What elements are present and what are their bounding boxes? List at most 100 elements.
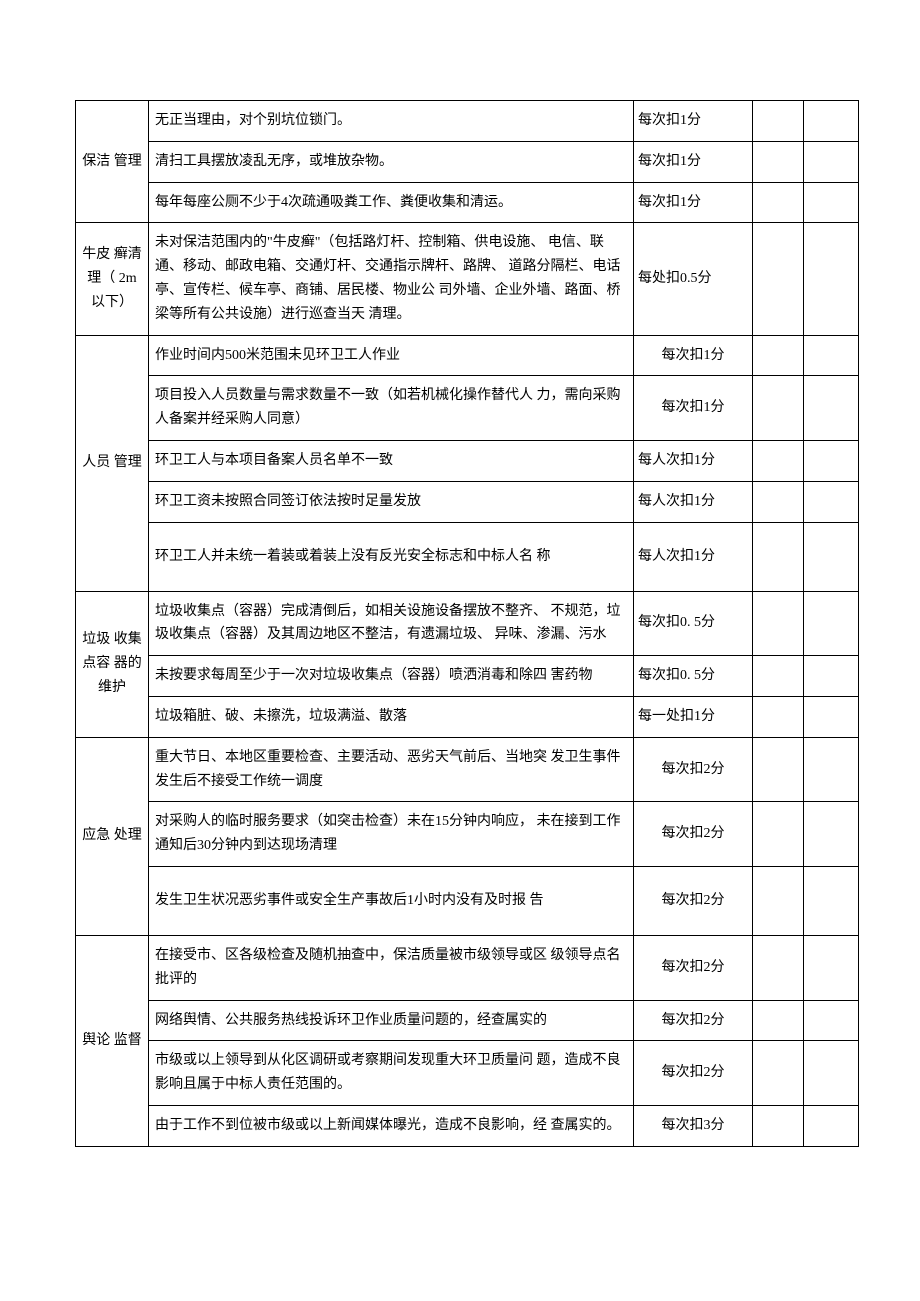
score-cell: 每次扣2分 bbox=[634, 737, 753, 802]
table-row: 未按要求每周至少于一次对垃圾收集点（容器）喷洒消毒和除四 害药物 每次扣0. 5… bbox=[76, 656, 859, 697]
category-cell: 牛皮 癣清 理（ 2m 以下） bbox=[76, 223, 149, 335]
blank-cell bbox=[804, 101, 859, 142]
category-cell: 保洁 管理 bbox=[76, 101, 149, 223]
score-cell: 每次扣2分 bbox=[634, 935, 753, 1000]
score-cell: 每人次扣1分 bbox=[634, 440, 753, 481]
table-row: 对采购人的临时服务要求（如突击检查）未在15分钟内响应， 未在接到工作通知后30… bbox=[76, 802, 859, 867]
blank-cell bbox=[753, 182, 804, 223]
score-cell: 每一处扣1分 bbox=[634, 696, 753, 737]
score-cell: 每次扣0. 5分 bbox=[634, 656, 753, 697]
blank-cell bbox=[804, 696, 859, 737]
score-cell: 每人次扣1分 bbox=[634, 522, 753, 591]
description-cell: 重大节日、本地区重要检查、主要活动、恶劣天气前后、当地突 发卫生事件发生后不接受… bbox=[149, 737, 634, 802]
table-row: 保洁 管理 无正当理由，对个别坑位锁门。 每次扣1分 bbox=[76, 101, 859, 142]
description-cell: 作业时间内500米范围未见环卫工人作业 bbox=[149, 335, 634, 376]
category-cell: 应急 处理 bbox=[76, 737, 149, 935]
description-cell: 垃圾箱脏、破、未擦洗，垃圾满溢、散落 bbox=[149, 696, 634, 737]
blank-cell bbox=[753, 696, 804, 737]
table-row: 清扫工具摆放凌乱无序，或堆放杂物。 每次扣1分 bbox=[76, 141, 859, 182]
table-row: 项目投入人员数量与需求数量不一致（如若机械化操作替代人 力，需向采购人备案并经采… bbox=[76, 376, 859, 441]
score-cell: 每次扣2分 bbox=[634, 802, 753, 867]
table-row: 舆论 监督 在接受市、区各级检查及随机抽查中，保洁质量被市级领导或区 级领导点名… bbox=[76, 935, 859, 1000]
table-row: 市级或以上领导到从化区调研或考察期间发现重大环卫质量问 题，造成不良影响且属于中… bbox=[76, 1041, 859, 1106]
blank-cell bbox=[753, 223, 804, 335]
score-cell: 每次扣1分 bbox=[634, 101, 753, 142]
description-cell: 项目投入人员数量与需求数量不一致（如若机械化操作替代人 力，需向采购人备案并经采… bbox=[149, 376, 634, 441]
blank-cell bbox=[804, 1000, 859, 1041]
blank-cell bbox=[753, 440, 804, 481]
blank-cell bbox=[753, 591, 804, 656]
table-row: 人员 管理 作业时间内500米范围未见环卫工人作业 每次扣1分 bbox=[76, 335, 859, 376]
table-row: 垃圾箱脏、破、未擦洗，垃圾满溢、散落 每一处扣1分 bbox=[76, 696, 859, 737]
category-cell: 舆论 监督 bbox=[76, 935, 149, 1146]
assessment-table: 保洁 管理 无正当理由，对个别坑位锁门。 每次扣1分 清扫工具摆放凌乱无序，或堆… bbox=[75, 100, 859, 1147]
blank-cell bbox=[804, 141, 859, 182]
description-cell: 网络舆情、公共服务热线投诉环卫作业质量问题的，经查属实的 bbox=[149, 1000, 634, 1041]
score-cell: 每人次扣1分 bbox=[634, 481, 753, 522]
table-row: 环卫工人并未统一着装或着装上没有反光安全标志和中标人名 称 每人次扣1分 bbox=[76, 522, 859, 591]
blank-cell bbox=[804, 1041, 859, 1106]
table-row: 牛皮 癣清 理（ 2m 以下） 未对保洁范围内的"牛皮癣"（包括路灯杆、控制箱、… bbox=[76, 223, 859, 335]
score-cell: 每次扣1分 bbox=[634, 141, 753, 182]
blank-cell bbox=[753, 1041, 804, 1106]
blank-cell bbox=[804, 182, 859, 223]
score-cell: 每次扣2分 bbox=[634, 1041, 753, 1106]
table-row: 发生卫生状况恶劣事件或安全生产事故后1小时内没有及时报 告 每次扣2分 bbox=[76, 866, 859, 935]
table-row: 垃圾 收集 点容 器的维护 垃圾收集点（容器）完成清倒后，如相关设施设备摆放不整… bbox=[76, 591, 859, 656]
table-row: 网络舆情、公共服务热线投诉环卫作业质量问题的，经查属实的 每次扣2分 bbox=[76, 1000, 859, 1041]
blank-cell bbox=[753, 376, 804, 441]
description-cell: 由于工作不到位被市级或以上新闻媒体曝光，造成不良影响，经 查属实的。 bbox=[149, 1105, 634, 1146]
description-cell: 发生卫生状况恶劣事件或安全生产事故后1小时内没有及时报 告 bbox=[149, 866, 634, 935]
blank-cell bbox=[804, 440, 859, 481]
blank-cell bbox=[753, 866, 804, 935]
score-cell: 每次扣0. 5分 bbox=[634, 591, 753, 656]
blank-cell bbox=[753, 737, 804, 802]
description-cell: 环卫工人与本项目备案人员名单不一致 bbox=[149, 440, 634, 481]
description-cell: 环卫工资未按照合同签订依法按时足量发放 bbox=[149, 481, 634, 522]
description-cell: 每年每座公厕不少于4次疏通吸粪工作、粪便收集和清运。 bbox=[149, 182, 634, 223]
description-cell: 环卫工人并未统一着装或着装上没有反光安全标志和中标人名 称 bbox=[149, 522, 634, 591]
blank-cell bbox=[804, 481, 859, 522]
blank-cell bbox=[753, 481, 804, 522]
description-cell: 垃圾收集点（容器）完成清倒后，如相关设施设备摆放不整齐、 不规范，垃圾收集点（容… bbox=[149, 591, 634, 656]
table-row: 每年每座公厕不少于4次疏通吸粪工作、粪便收集和清运。 每次扣1分 bbox=[76, 182, 859, 223]
score-cell: 每次扣2分 bbox=[634, 1000, 753, 1041]
blank-cell bbox=[753, 522, 804, 591]
blank-cell bbox=[804, 866, 859, 935]
category-cell: 人员 管理 bbox=[76, 335, 149, 591]
blank-cell bbox=[804, 223, 859, 335]
score-cell: 每处扣0.5分 bbox=[634, 223, 753, 335]
blank-cell bbox=[753, 335, 804, 376]
blank-cell bbox=[804, 802, 859, 867]
description-cell: 无正当理由，对个别坑位锁门。 bbox=[149, 101, 634, 142]
blank-cell bbox=[804, 335, 859, 376]
blank-cell bbox=[804, 656, 859, 697]
blank-cell bbox=[753, 802, 804, 867]
score-cell: 每次扣1分 bbox=[634, 335, 753, 376]
blank-cell bbox=[753, 141, 804, 182]
blank-cell bbox=[753, 1105, 804, 1146]
table-row: 环卫工资未按照合同签订依法按时足量发放 每人次扣1分 bbox=[76, 481, 859, 522]
description-cell: 在接受市、区各级检查及随机抽查中，保洁质量被市级领导或区 级领导点名批评的 bbox=[149, 935, 634, 1000]
score-cell: 每次扣3分 bbox=[634, 1105, 753, 1146]
blank-cell bbox=[804, 1105, 859, 1146]
document-page: 保洁 管理 无正当理由，对个别坑位锁门。 每次扣1分 清扫工具摆放凌乱无序，或堆… bbox=[0, 0, 920, 1207]
description-cell: 未按要求每周至少于一次对垃圾收集点（容器）喷洒消毒和除四 害药物 bbox=[149, 656, 634, 697]
table-row: 环卫工人与本项目备案人员名单不一致 每人次扣1分 bbox=[76, 440, 859, 481]
blank-cell bbox=[804, 522, 859, 591]
description-cell: 市级或以上领导到从化区调研或考察期间发现重大环卫质量问 题，造成不良影响且属于中… bbox=[149, 1041, 634, 1106]
blank-cell bbox=[753, 1000, 804, 1041]
category-cell: 垃圾 收集 点容 器的维护 bbox=[76, 591, 149, 737]
description-cell: 清扫工具摆放凌乱无序，或堆放杂物。 bbox=[149, 141, 634, 182]
blank-cell bbox=[753, 101, 804, 142]
blank-cell bbox=[804, 376, 859, 441]
blank-cell bbox=[753, 656, 804, 697]
score-cell: 每次扣1分 bbox=[634, 376, 753, 441]
description-cell: 未对保洁范围内的"牛皮癣"（包括路灯杆、控制箱、供电设施、 电信、联通、移动、邮… bbox=[149, 223, 634, 335]
blank-cell bbox=[753, 935, 804, 1000]
blank-cell bbox=[804, 737, 859, 802]
score-cell: 每次扣1分 bbox=[634, 182, 753, 223]
score-cell: 每次扣2分 bbox=[634, 866, 753, 935]
table-row: 应急 处理 重大节日、本地区重要检查、主要活动、恶劣天气前后、当地突 发卫生事件… bbox=[76, 737, 859, 802]
description-cell: 对采购人的临时服务要求（如突击检查）未在15分钟内响应， 未在接到工作通知后30… bbox=[149, 802, 634, 867]
